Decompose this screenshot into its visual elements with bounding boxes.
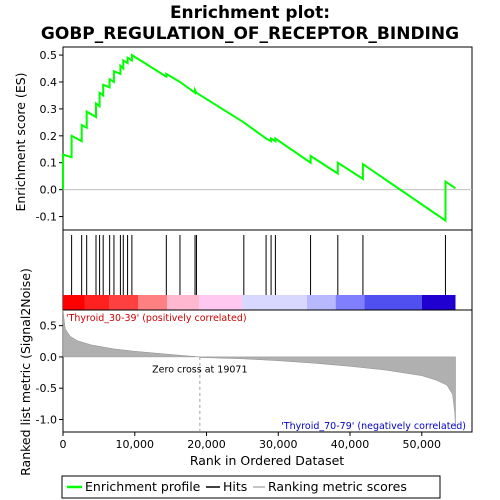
x-tick-label: 40,000 bbox=[331, 438, 370, 451]
heatmap-segment bbox=[167, 295, 200, 310]
heatmap-segment bbox=[138, 295, 168, 310]
legend-box bbox=[61, 475, 441, 499]
heatmap-segment bbox=[109, 295, 139, 310]
chart-title-line2: GOBP_REGULATION_OF_RECEPTOR_BINDING bbox=[41, 24, 459, 44]
metric-y-tick-label: 0.0 bbox=[40, 351, 58, 364]
metric-y-tick-label: -1.0 bbox=[36, 413, 57, 426]
heatmap-segment bbox=[63, 295, 85, 310]
es-y-axis-label: Enrichment score (ES) bbox=[13, 72, 28, 211]
zero-cross-label: Zero cross at 19071 bbox=[152, 365, 247, 376]
heatmap-segment bbox=[421, 295, 456, 310]
heatmap-segment bbox=[364, 295, 422, 310]
es-y-tick-label: 0.3 bbox=[40, 103, 58, 116]
ranking-metric-area bbox=[62, 309, 456, 429]
heatmap-segment bbox=[242, 295, 307, 310]
x-tick-label: 10,000 bbox=[116, 438, 155, 451]
legend-metric-label: Ranking metric scores bbox=[268, 479, 407, 494]
heatmap-segment bbox=[84, 295, 110, 310]
x-tick-label: 50,000 bbox=[403, 438, 442, 451]
positive-correlation-label: 'Thyroid_30-39' (positively correlated) bbox=[66, 313, 247, 324]
es-y-tick-label: 0.0 bbox=[40, 184, 58, 197]
x-axis-label: Rank in Ordered Dataset bbox=[190, 453, 344, 468]
x-tick-label: 30,000 bbox=[259, 438, 298, 451]
metric-y-axis-label: Ranked list metric (Signal2Noise) bbox=[18, 268, 33, 476]
negative-correlation-label: 'Thyroid_70-79' (negatively correlated) bbox=[281, 421, 466, 432]
enrichment-profile-line bbox=[62, 53, 457, 223]
heatmap-segment bbox=[335, 295, 365, 310]
es-y-tick-label: 0.2 bbox=[40, 130, 58, 143]
metric-y-tick-label: 0.5 bbox=[40, 320, 58, 333]
heatmap-segment bbox=[199, 295, 243, 310]
legend-hits-label: Hits bbox=[223, 479, 247, 494]
es-y-tick-label: -0.1 bbox=[36, 211, 57, 224]
heatmap-segment bbox=[306, 295, 336, 310]
x-tick-label: 0 bbox=[60, 438, 67, 451]
metric-y-tick-label: -0.5 bbox=[36, 382, 57, 395]
chart-title-line1: Enrichment plot: bbox=[170, 3, 330, 23]
es-y-tick-label: 0.1 bbox=[40, 157, 58, 170]
es-y-tick-label: 0.4 bbox=[40, 76, 58, 89]
x-tick-label: 20,000 bbox=[187, 438, 226, 451]
legend-enrichment-label: Enrichment profile bbox=[85, 479, 201, 494]
es-y-tick-label: 0.5 bbox=[40, 49, 58, 62]
